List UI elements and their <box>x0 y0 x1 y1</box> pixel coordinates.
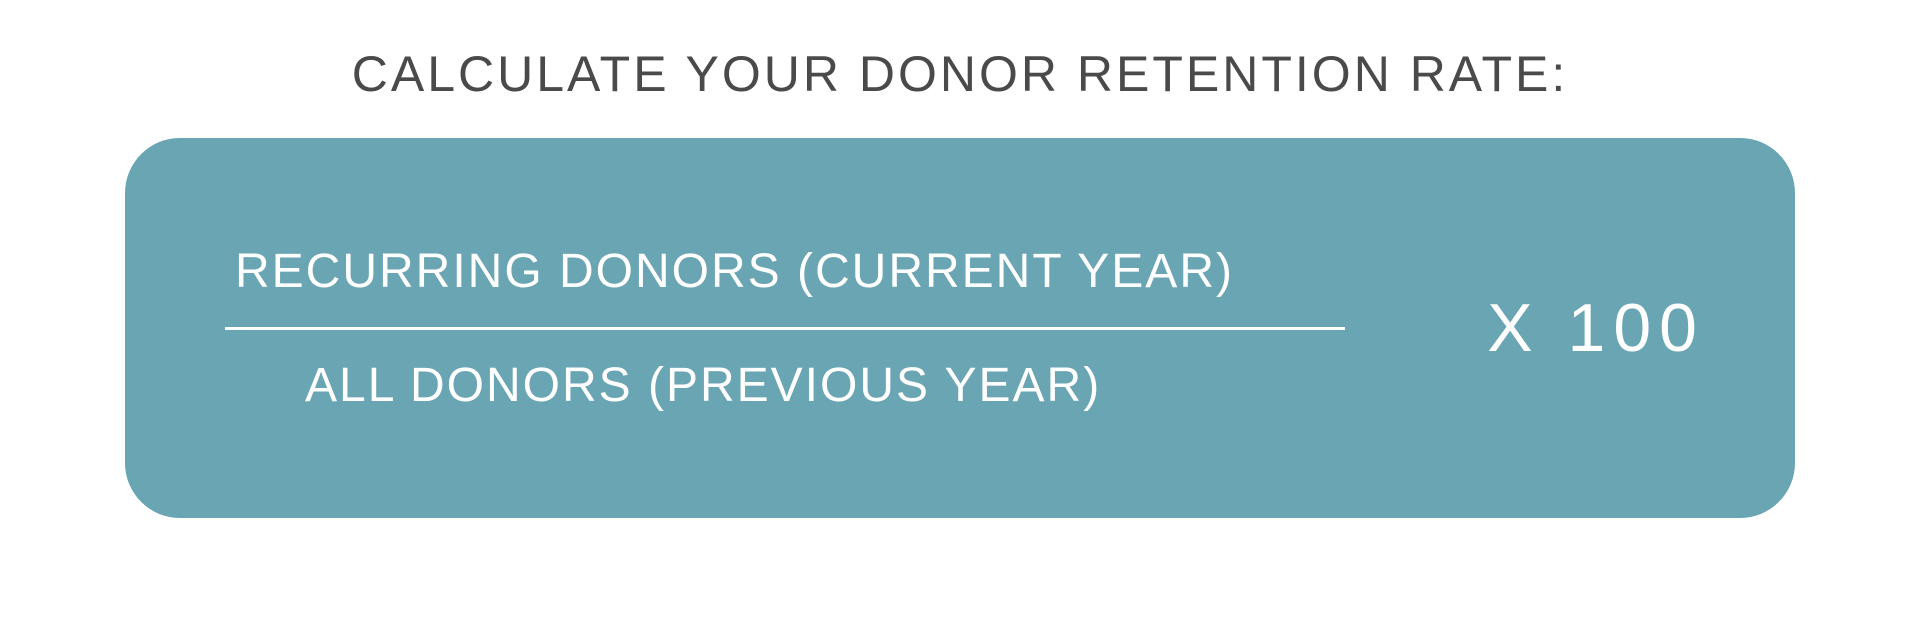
formula-fraction: RECURRING DONORS (CURRENT YEAR) ALL DONO… <box>225 244 1345 413</box>
formula-numerator: RECURRING DONORS (CURRENT YEAR) <box>225 244 1234 327</box>
page-title: CALCULATE YOUR DONOR RETENTION RATE: <box>352 45 1568 103</box>
formula-multiplier: X 100 <box>1487 289 1705 367</box>
formula-denominator: ALL DONORS (PREVIOUS YEAR) <box>225 330 1101 413</box>
formula-card: RECURRING DONORS (CURRENT YEAR) ALL DONO… <box>125 138 1795 518</box>
